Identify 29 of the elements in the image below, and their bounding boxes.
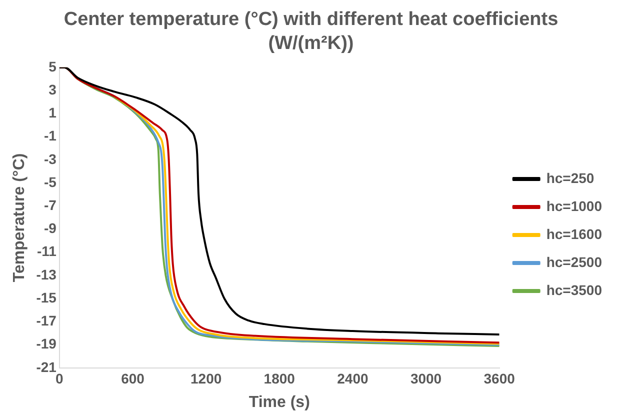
y-tick-label: -3 (44, 150, 57, 167)
x-tick-label: 1800 (264, 370, 296, 386)
y-tick-label: 1 (48, 104, 57, 121)
legend-label: hc=2500 (546, 254, 602, 270)
y-tick-label: 3 (48, 81, 57, 98)
legend-label: hc=1600 (546, 226, 602, 242)
y-tick-label: -1 (44, 128, 57, 144)
x-tick-label: 1200 (190, 370, 222, 386)
legend-label: hc=3500 (546, 282, 602, 298)
x-tick-label: 3600 (484, 370, 516, 386)
y-tick-label: -17 (36, 312, 57, 329)
y-tick-label: -11 (36, 243, 57, 260)
y-tick-label: -21 (36, 358, 57, 375)
y-tick-label: 5 (48, 58, 57, 74)
legend-label: hc=1000 (546, 198, 602, 214)
x-tick-label: 600 (121, 370, 145, 386)
chart-title: Center temperature (°C) with different heat coefficients (W/(m²K)) (62, 8, 560, 56)
y-tick-label: -5 (44, 174, 57, 190)
y-tick-label: -13 (36, 266, 57, 282)
y-tick-label: -19 (36, 336, 57, 352)
y-tick-label: -7 (44, 197, 57, 213)
x-axis-title: Time (s) (248, 394, 310, 411)
y-axis-title: Temperature (°C) (11, 153, 28, 282)
y-tick-label: -9 (44, 220, 57, 236)
x-tick-label: 3000 (410, 370, 442, 386)
x-tick-label: 0 (56, 370, 64, 386)
legend-label: hc=250 (546, 170, 594, 186)
x-tick-label: 2400 (337, 370, 368, 386)
y-tick-label: -15 (36, 289, 57, 306)
